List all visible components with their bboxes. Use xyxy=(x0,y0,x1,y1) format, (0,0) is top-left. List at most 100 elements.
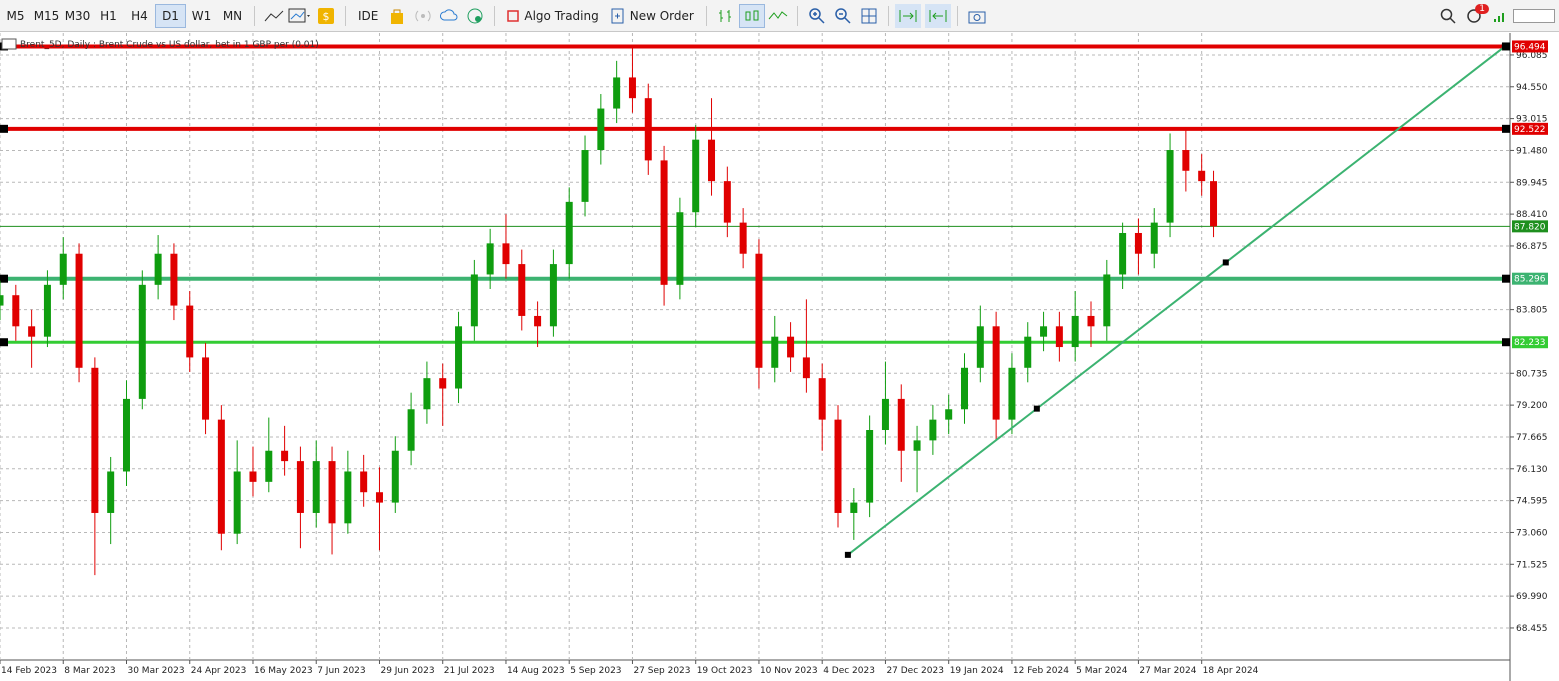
y-tick-label: 96.085 xyxy=(1516,51,1548,61)
trendline-anchor xyxy=(1033,405,1040,412)
candle-body xyxy=(1103,274,1111,327)
candle-body xyxy=(28,326,36,337)
candle-body xyxy=(787,336,795,358)
level-anchor xyxy=(1502,42,1510,51)
x-tick-label: 30 Mar 2023 xyxy=(127,666,184,676)
candle-body xyxy=(375,492,383,503)
candle-body xyxy=(91,367,99,513)
status-box xyxy=(1513,8,1555,23)
grid-icon[interactable] xyxy=(856,4,882,28)
signal-icon[interactable] xyxy=(410,4,436,28)
candle-body xyxy=(138,284,146,399)
candle-body xyxy=(961,367,969,410)
candle-body xyxy=(186,305,194,358)
timeframe-button[interactable]: W1 xyxy=(191,8,212,23)
x-tick-label: 5 Sep 2023 xyxy=(570,666,621,676)
x-tick-label: 7 Jun 2023 xyxy=(317,666,365,676)
timeframe-button[interactable]: H1 xyxy=(100,8,117,23)
chart-background xyxy=(0,33,1559,681)
candle-icon[interactable] xyxy=(738,3,765,28)
timeframe-button[interactable]: H4 xyxy=(131,8,148,23)
candle-body xyxy=(992,326,1000,420)
y-tick-label: 89.945 xyxy=(1516,178,1548,188)
separator xyxy=(494,5,496,26)
notification-badge: 1 xyxy=(1475,3,1489,14)
candle-body xyxy=(439,378,447,389)
chart-type[interactable] xyxy=(287,4,313,28)
cloud-icon[interactable] xyxy=(436,4,462,28)
candle-body xyxy=(423,378,431,410)
level-label-box xyxy=(1512,220,1548,233)
zoom-in[interactable] xyxy=(804,4,830,28)
x-tick-label: 12 Feb 2024 xyxy=(1013,666,1069,676)
candle-body xyxy=(43,284,51,337)
level-label-box xyxy=(1512,272,1548,285)
line-tool[interactable] xyxy=(261,4,287,28)
candle-body xyxy=(391,450,399,503)
timeframe-button[interactable]: M5 xyxy=(6,8,25,23)
shift-icon[interactable] xyxy=(924,3,951,28)
candle-body xyxy=(549,264,557,327)
candle-body xyxy=(1087,315,1095,327)
level-anchor xyxy=(1502,338,1510,347)
x-tick-label: 27 Dec 2023 xyxy=(886,666,944,676)
screenshot-icon[interactable] xyxy=(964,4,990,28)
new-order-label: New Order xyxy=(629,8,694,23)
zoom-out[interactable] xyxy=(830,4,856,28)
vps-icon[interactable] xyxy=(462,4,488,28)
x-tick-label: 8 Mar 2023 xyxy=(64,666,115,676)
symbol-icon xyxy=(1,38,17,50)
candle-body xyxy=(628,77,636,99)
algo-trading-button[interactable]: Algo Trading xyxy=(501,4,604,28)
candle-body xyxy=(945,409,953,420)
new-order-button[interactable]: New Order xyxy=(605,4,700,28)
separator xyxy=(956,5,958,26)
y-tick-label: 73.060 xyxy=(1516,528,1548,538)
x-tick-label: 5 Mar 2024 xyxy=(1076,666,1128,676)
timeframe-group: M5 M15 M30 H1 H4 D1 W1 MN xyxy=(0,3,248,28)
candle-body xyxy=(976,326,984,368)
notifications-icon[interactable]: 1 xyxy=(1461,3,1489,28)
candle-body xyxy=(502,243,510,265)
level-label: 85.296 xyxy=(1514,275,1546,285)
timeframe-button[interactable]: M15 xyxy=(33,8,60,23)
timeframe-button[interactable]: MN xyxy=(222,8,243,23)
candle-body xyxy=(1008,367,1016,420)
x-tick-label: 16 May 2023 xyxy=(254,666,313,676)
y-tick-label: 83.805 xyxy=(1516,306,1548,316)
x-tick-label: 27 Mar 2024 xyxy=(1139,666,1196,676)
ide-button[interactable]: IDE xyxy=(358,8,379,23)
store-icon[interactable] xyxy=(384,4,410,28)
level-label-box xyxy=(1512,40,1548,53)
candle-body xyxy=(470,274,478,327)
market-icon[interactable]: $ xyxy=(313,4,339,28)
candle-body xyxy=(518,264,526,316)
y-tick-label: 69.990 xyxy=(1516,592,1548,602)
line-chart-icon[interactable] xyxy=(765,4,791,28)
separator xyxy=(796,5,798,26)
candle-body xyxy=(1134,232,1142,254)
y-tick-label: 86.875 xyxy=(1516,242,1548,252)
autoscroll-icon[interactable] xyxy=(894,3,921,28)
y-tick-label: 80.735 xyxy=(1516,369,1548,379)
level-label-box xyxy=(1512,122,1548,135)
candle-body xyxy=(75,253,83,368)
x-tick-label: 19 Jan 2024 xyxy=(950,666,1004,676)
candle-body xyxy=(597,108,605,151)
candle-body xyxy=(1040,326,1048,337)
candle-body xyxy=(739,222,747,254)
bar-chart-icon[interactable] xyxy=(713,4,739,28)
trendline-anchor xyxy=(1501,43,1508,50)
candle-body xyxy=(818,378,826,420)
level-label: 92.522 xyxy=(1514,125,1546,135)
level-anchor xyxy=(1502,274,1510,283)
chart-title: Brent_5D, Daily : Brent Crude vs US doll… xyxy=(20,40,319,50)
search-icon[interactable] xyxy=(1435,4,1461,28)
timeframe-button[interactable]: D1 xyxy=(155,3,186,28)
level-anchor xyxy=(0,124,8,133)
level-label: 96.494 xyxy=(1514,42,1546,52)
candle-body xyxy=(312,461,320,513)
timeframe-button[interactable]: M30 xyxy=(64,8,91,23)
candle-body xyxy=(249,471,257,482)
